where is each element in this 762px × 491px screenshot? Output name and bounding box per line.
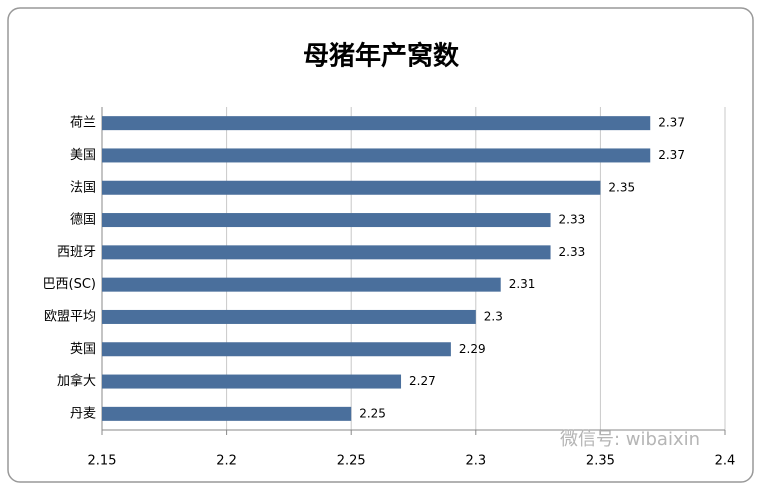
y-tick-label: 西班牙 — [57, 245, 96, 260]
value-label: 2.33 — [559, 245, 586, 259]
value-label: 2.37 — [658, 148, 685, 162]
x-tick-label: 2.2 — [216, 454, 237, 469]
bar — [102, 277, 501, 292]
value-label: 2.27 — [409, 374, 436, 388]
chart-title: 母猪年产窝数 — [303, 41, 460, 72]
x-tick-label: 2.3 — [465, 454, 486, 469]
bar — [102, 342, 451, 357]
watermark: 微信号: wibaixin — [560, 429, 700, 450]
bar — [102, 374, 402, 389]
y-tick-label: 法国 — [70, 180, 96, 195]
value-label: 2.3 — [484, 309, 503, 323]
bar — [102, 213, 551, 228]
x-tick-label: 2.25 — [337, 454, 366, 469]
y-tick-label: 巴西(SC) — [43, 277, 96, 292]
x-tick-label: 2.4 — [715, 454, 736, 469]
value-label: 2.29 — [459, 342, 486, 356]
bar — [102, 406, 352, 421]
y-tick-label: 加拿大 — [57, 373, 96, 389]
y-tick-label: 美国 — [70, 148, 96, 163]
bar — [102, 148, 651, 163]
value-label: 2.25 — [359, 406, 386, 420]
bar — [102, 309, 476, 324]
x-tick-label: 2.35 — [586, 454, 615, 469]
value-label: 2.37 — [658, 116, 685, 130]
bar — [102, 245, 551, 260]
bar — [102, 116, 651, 131]
y-tick-label: 丹麦 — [70, 406, 96, 421]
value-label: 2.31 — [509, 277, 536, 291]
bar — [102, 180, 601, 195]
x-tick-label: 2.15 — [88, 454, 117, 469]
y-tick-label: 英国 — [70, 342, 96, 357]
value-label: 2.33 — [559, 213, 586, 227]
y-tick-label: 荷兰 — [70, 116, 96, 131]
y-tick-label: 欧盟平均 — [44, 309, 96, 324]
y-tick-label: 德国 — [70, 213, 96, 228]
value-label: 2.35 — [608, 180, 635, 194]
